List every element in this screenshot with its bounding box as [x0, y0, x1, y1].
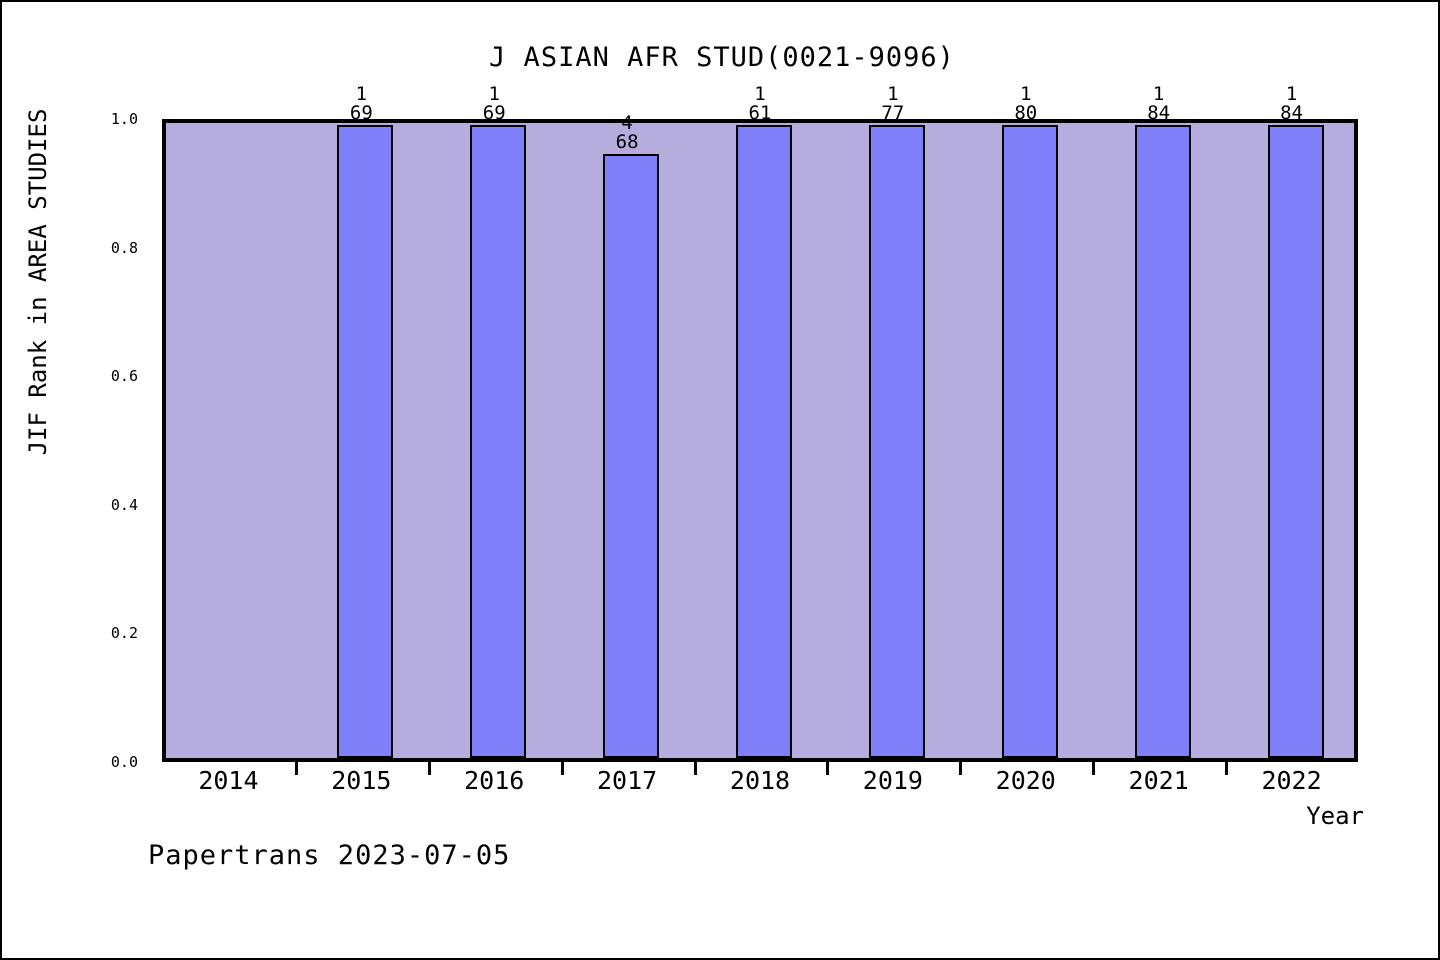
x-tick-mark-7 — [1092, 762, 1096, 775]
x-tick-label-2015: 2015 — [331, 766, 392, 795]
bar-2018 — [736, 124, 792, 758]
plot-inner — [166, 123, 1354, 758]
bar-2017 — [603, 154, 660, 758]
x-tick-mark-6 — [959, 762, 963, 775]
bar-label-2016: 1 69 — [434, 82, 554, 123]
x-tick-label-2018: 2018 — [729, 766, 791, 795]
y-tick-label-0.8: 0.8 — [110, 238, 138, 257]
x-tick-mark-4 — [693, 762, 697, 775]
bar-label-numerator: 1 — [754, 82, 766, 105]
bar-label-numerator: 1 — [488, 82, 500, 105]
chart-title: J ASIAN AFR STUD(0021-9096) — [489, 42, 955, 73]
x-tick-mark-3 — [560, 762, 564, 775]
bar-2015 — [337, 124, 394, 758]
bar-label-2015: 1 69 — [301, 82, 421, 123]
bar-label-2019: 1 77 — [833, 82, 953, 123]
x-tick-label-2017: 2017 — [597, 766, 658, 795]
bar-label-2022: 1 84 — [1232, 82, 1352, 123]
bar-label-numerator: 1 — [1285, 82, 1298, 105]
x-tick-label-2014: 2014 — [198, 766, 259, 795]
y-tick-label-0.2: 0.2 — [110, 624, 138, 643]
bar-2019 — [868, 124, 925, 758]
x-tick-mark-8 — [1225, 762, 1229, 775]
bar-label-2018: 1 61 — [700, 82, 820, 123]
y-tick-label-0.4: 0.4 — [110, 495, 138, 514]
x-tick-mark-1 — [294, 762, 298, 775]
footer-note: Papertrans 2023-07-05 — [148, 840, 511, 871]
bar-label-numerator: 1 — [355, 82, 368, 105]
y-tick-label-1.0: 1.0 — [110, 110, 138, 128]
x-tick-label-2022: 2022 — [1261, 766, 1322, 795]
y-axis-label: JIF Rank in AREA STUDIES — [24, 108, 52, 456]
y-tick-label-0.6: 0.6 — [110, 367, 138, 386]
x-tick-mark-2 — [427, 762, 431, 775]
x-tick-mark-5 — [826, 762, 830, 775]
x-tick-label-2020: 2020 — [995, 766, 1056, 795]
x-tick-label-2016: 2016 — [464, 766, 525, 795]
bar-2021 — [1134, 124, 1191, 758]
x-axis-label: Year — [1306, 802, 1364, 830]
bar-label-2020: 1 80 — [966, 82, 1086, 123]
bar-2022 — [1267, 124, 1324, 758]
bar-label-numerator: 1 — [887, 82, 899, 105]
y-tick-label-0.0: 0.0 — [110, 753, 138, 771]
bar-2020 — [1001, 124, 1058, 758]
plot-area — [162, 119, 1358, 762]
x-tick-label-2021: 2021 — [1128, 766, 1189, 795]
bar-label-numerator: 1 — [1152, 82, 1165, 105]
x-tick-label-2019: 2019 — [862, 766, 923, 795]
bar-label-2021: 1 84 — [1099, 82, 1219, 123]
bar-2016 — [470, 124, 527, 758]
bar-label-numerator: 1 — [1020, 82, 1032, 105]
